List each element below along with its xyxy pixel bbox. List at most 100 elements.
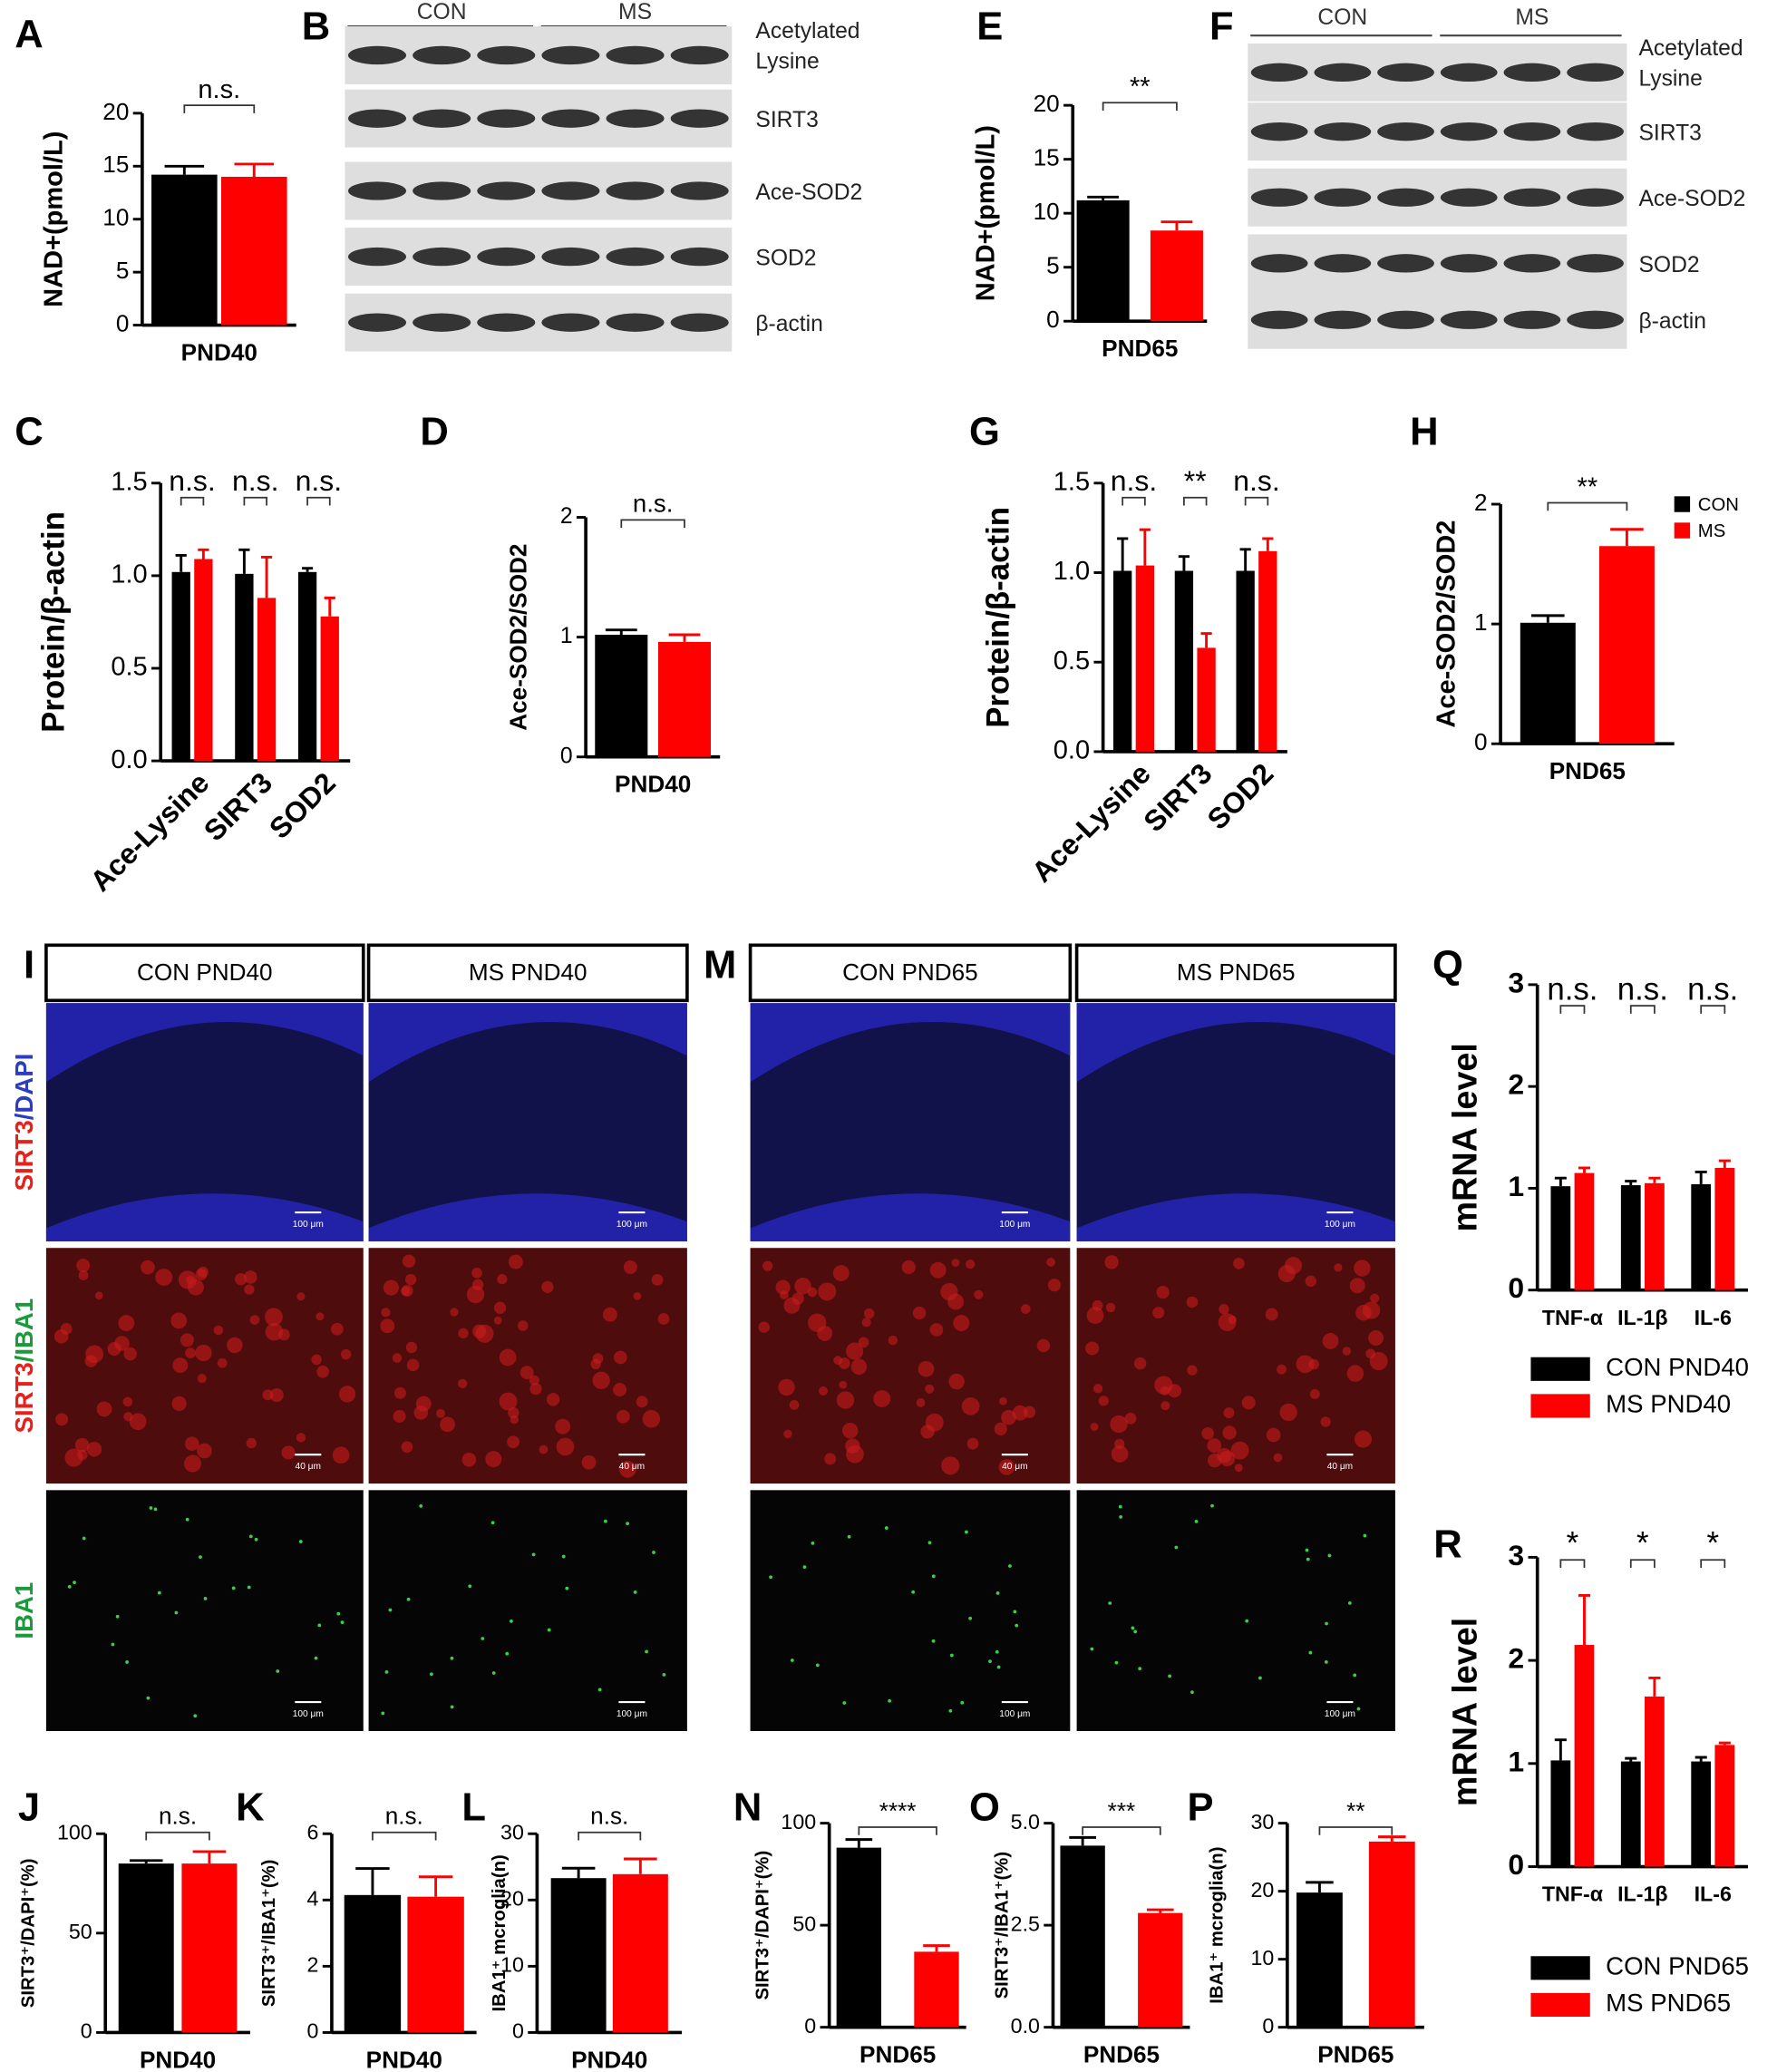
blot-band — [1250, 310, 1308, 329]
cell — [838, 1357, 850, 1369]
blot-band — [1503, 310, 1561, 329]
error-bar — [1554, 1738, 1567, 1761]
bar — [320, 616, 339, 762]
cell — [466, 1285, 485, 1304]
cell — [393, 1409, 406, 1423]
error-bar — [1578, 1166, 1591, 1173]
annotation: n.s. — [1547, 971, 1597, 1007]
cell — [234, 1272, 248, 1286]
significance-bracket — [1559, 1005, 1586, 1014]
dapi-band — [45, 1003, 364, 1241]
cell — [1208, 1453, 1222, 1468]
cell — [846, 1445, 864, 1464]
microglia — [1108, 1601, 1112, 1605]
microglia — [1008, 1564, 1012, 1568]
cell — [1098, 1396, 1109, 1406]
cell — [244, 1284, 255, 1295]
microglia — [842, 1701, 847, 1705]
significance-bracket — [1183, 496, 1208, 506]
cell — [818, 1386, 829, 1396]
cell — [246, 1437, 257, 1449]
microglia — [1138, 1667, 1142, 1670]
cell — [1354, 1430, 1373, 1448]
cell — [520, 1366, 534, 1380]
cell — [929, 1323, 944, 1337]
significance-bracket — [1082, 1826, 1161, 1835]
bar — [220, 176, 287, 326]
cell — [118, 1315, 135, 1332]
annotation: n.s. — [198, 75, 240, 104]
significance-bracket — [145, 1831, 210, 1841]
x-tick-label: PND40 — [571, 2046, 647, 2072]
cell — [832, 1265, 850, 1282]
cell — [555, 1418, 571, 1435]
microglia — [298, 1540, 303, 1543]
column-header: MS PND40 — [469, 958, 587, 986]
error-bar — [1625, 1180, 1637, 1186]
cell — [1296, 1355, 1315, 1374]
y-tick-label: 6 — [306, 1820, 318, 1843]
cell — [994, 1422, 1007, 1435]
microglia — [1308, 1650, 1313, 1655]
blot-band — [347, 313, 407, 332]
bar — [1076, 199, 1130, 322]
cell — [1370, 1293, 1380, 1303]
bar — [407, 1896, 464, 2033]
microglia — [988, 1659, 992, 1664]
cell — [493, 1301, 507, 1314]
microglia — [157, 1590, 161, 1595]
y-tick-label: 20 — [1251, 1878, 1275, 1902]
scale-bar-label: 100 μm — [293, 1709, 324, 1719]
scale-bar-label: 40 μm — [296, 1462, 321, 1472]
cell — [296, 1292, 306, 1301]
y-tick-label: 100 — [57, 1820, 92, 1843]
microglia — [995, 1649, 999, 1654]
significance-bracket — [180, 496, 205, 506]
y-tick-label: 20 — [1034, 90, 1060, 117]
column-header-box — [366, 943, 689, 1003]
cell — [925, 1384, 935, 1394]
cell — [1092, 1384, 1103, 1394]
cell — [471, 1279, 484, 1291]
cell — [461, 1452, 477, 1467]
y-tick-label: 1.0 — [111, 560, 147, 589]
bar — [1236, 570, 1255, 752]
bar — [612, 1873, 668, 2033]
y-tick-label: 0 — [512, 2019, 524, 2043]
cell — [1354, 1260, 1371, 1277]
cell — [1265, 1308, 1278, 1321]
panel-letter: H — [1410, 411, 1438, 454]
error-bar — [1718, 1741, 1731, 1746]
cell — [1279, 1403, 1297, 1422]
cell — [1285, 1257, 1303, 1275]
bar — [1138, 1912, 1183, 2028]
blot-band — [541, 181, 600, 200]
band-label: SIRT3 — [1638, 122, 1701, 146]
cell — [475, 1324, 494, 1343]
cell — [592, 1371, 610, 1390]
microglia — [811, 1542, 815, 1545]
error-bar — [1239, 548, 1251, 571]
error-bar — [1554, 1176, 1567, 1187]
cell — [185, 1347, 196, 1359]
row-label: SIRT3/IBA1 — [10, 1299, 38, 1434]
microglia — [276, 1669, 280, 1673]
cell — [338, 1386, 356, 1403]
cell — [775, 1279, 791, 1295]
microglia — [960, 1700, 965, 1705]
cell — [953, 1315, 970, 1332]
blot-band — [1250, 63, 1308, 83]
x-tick-label: PND65 — [1083, 2040, 1160, 2067]
group-label: MS — [618, 0, 652, 24]
cell — [330, 1322, 344, 1336]
cell — [556, 1437, 575, 1456]
cell — [918, 1360, 935, 1377]
y-tick-label: 0.0 — [1054, 736, 1090, 765]
cell — [1036, 1338, 1051, 1353]
y-tick-label: 5.0 — [1011, 1810, 1040, 1834]
blot-band — [606, 247, 665, 267]
bar — [1620, 1761, 1641, 1867]
y-tick-label: 20 — [102, 98, 129, 125]
blot-band — [477, 45, 536, 65]
cell — [951, 1259, 960, 1267]
